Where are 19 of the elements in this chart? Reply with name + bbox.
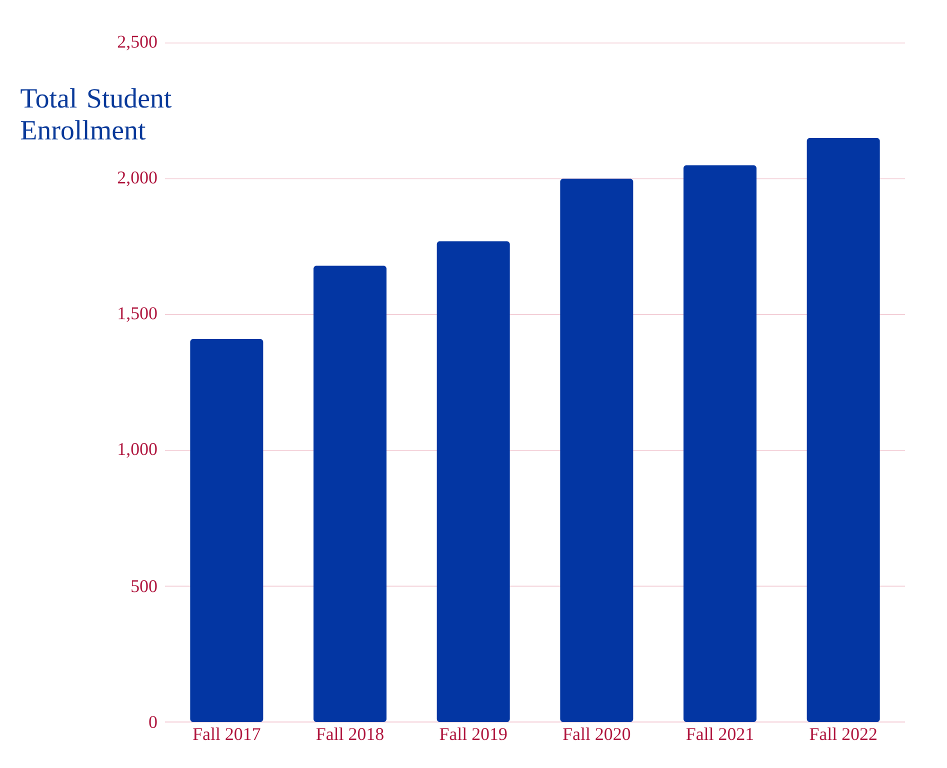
y-tick-label: 1,500	[118, 307, 157, 322]
y-tick-label: 2,000	[118, 171, 157, 186]
bar	[806, 138, 880, 722]
bar	[190, 339, 264, 722]
y-tick-label: 2,500	[118, 36, 157, 50]
x-tick-label: Fall 2018	[316, 727, 384, 740]
y-tick-label: 500	[132, 580, 157, 592]
bar	[314, 266, 387, 722]
x-tick-label: Fall 2021	[686, 727, 754, 740]
bar	[436, 241, 510, 722]
text: Total Student Enrollment	[20, 88, 172, 140]
x-tick-label: Fall 2020	[563, 727, 630, 740]
y-tick-label: 1,000	[118, 443, 157, 458]
x-tick-label: Fall 2022	[810, 727, 876, 740]
bar	[560, 178, 634, 722]
x-tick-label: Fall 2017	[193, 727, 260, 740]
y-tick-label: 0	[149, 716, 157, 728]
x-tick-label: Fall 2019	[440, 727, 507, 740]
bar	[684, 165, 757, 722]
